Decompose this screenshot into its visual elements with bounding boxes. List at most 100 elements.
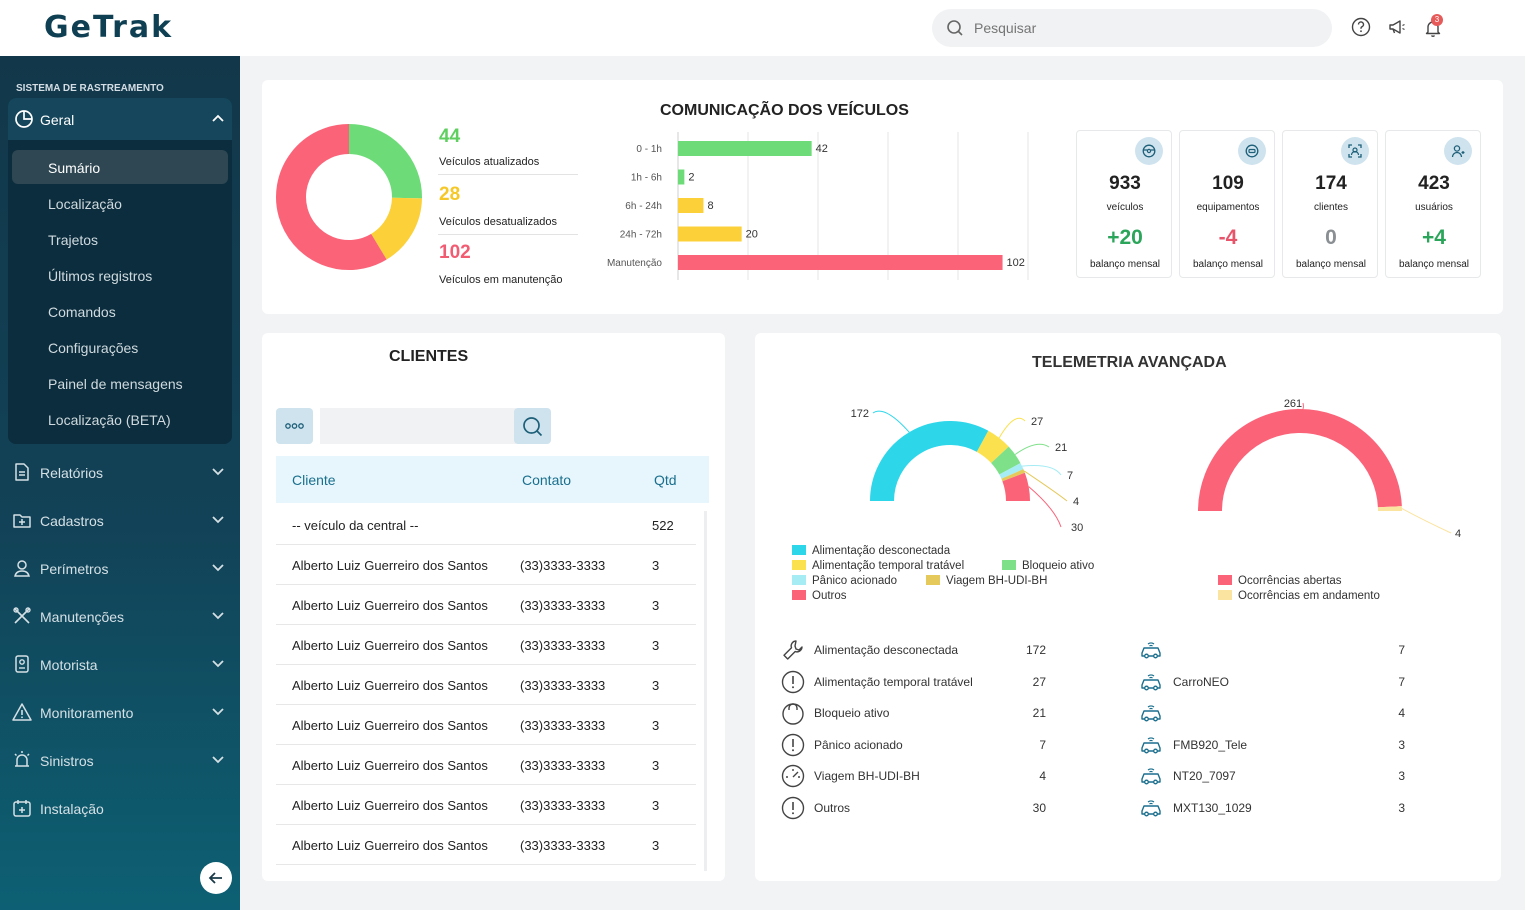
- sidebar-item-geral[interactable]: Geral: [8, 98, 232, 140]
- megaphone-icon[interactable]: [1387, 17, 1407, 37]
- steering-wheel-icon: [1142, 144, 1156, 158]
- options-button[interactable]: [276, 408, 313, 444]
- bar[interactable]: [678, 226, 742, 242]
- sidebar-item-sumario[interactable]: Sumário: [12, 150, 228, 184]
- telemetria-card: TELEMETRIA AVANÇADA 172 27 21 7 4 30 261 4 Ali…: [755, 333, 1501, 881]
- column-qtd[interactable]: Qtd: [654, 472, 677, 488]
- sidebar-item-localizacao[interactable]: Localização: [48, 196, 122, 212]
- sidebar-item-label: Perímetros: [40, 561, 109, 577]
- sidebar-item-sinistros[interactable]: Sinistros: [12, 745, 232, 775]
- semi-donut-slice[interactable]: [1001, 469, 1025, 482]
- semi-donut-slice[interactable]: [976, 430, 1009, 464]
- table-row[interactable]: Alberto Luiz Guerreiro dos Santos (33)333…: [276, 585, 696, 625]
- telemetry-item-value: 4: [1039, 769, 1046, 783]
- sidebar-item-instalacao[interactable]: Instalação: [12, 793, 232, 823]
- kpi-usuarios: 423 usuários +4 balanço mensal: [1385, 130, 1481, 278]
- kpi-icon-wrap: [1238, 137, 1266, 165]
- device-item-value: 7: [1398, 675, 1405, 689]
- column-contato[interactable]: Contato: [522, 472, 572, 488]
- sidebar-item-perimetros[interactable]: Perímetros: [12, 553, 232, 583]
- sidebar-item-monitoramento[interactable]: Monitoramento: [12, 697, 232, 727]
- clientes-search-button[interactable]: [514, 408, 551, 444]
- chevron-up-icon[interactable]: [212, 114, 224, 122]
- car-wifi-icon: [1141, 705, 1161, 722]
- table-row[interactable]: Alberto Luiz Guerreiro dos Santos (33)333…: [276, 705, 696, 745]
- sidebar-section-title: SISTEMA DE RASTREAMENTO: [16, 83, 164, 94]
- slice-leader-line: [872, 410, 910, 433]
- semi-donut-slice[interactable]: [1002, 472, 1030, 502]
- bar[interactable]: [678, 141, 812, 156]
- table-row[interactable]: Alberto Luiz Guerreiro dos Santos (33)333…: [276, 625, 696, 665]
- cell-cliente: Alberto Luiz Guerreiro dos Santos: [292, 798, 488, 813]
- sidebar-item-localizacao-beta[interactable]: Localização (BETA): [48, 412, 171, 428]
- slice-leader-line: [1023, 470, 1068, 502]
- table-row[interactable]: -- veículo da central -- 522: [276, 505, 696, 545]
- sidebar-item-configuracoes[interactable]: Configurações: [48, 340, 139, 356]
- bar-value-label: 2: [688, 172, 694, 184]
- table-row[interactable]: Alberto Luiz Guerreiro dos Santos (33)333…: [276, 745, 696, 785]
- semi-donut-slice[interactable]: [990, 446, 1021, 475]
- sidebar-item-trajetos[interactable]: Trajetos: [48, 232, 99, 248]
- table-row[interactable]: Alberto Luiz Guerreiro dos Santos (33)333…: [276, 665, 696, 705]
- slice-value-label: 172: [851, 408, 869, 420]
- telemetry-semi-donut-chart: 172 27 21 7 4 30: [851, 408, 1084, 534]
- users-icon: [1451, 145, 1465, 158]
- telemetry-item-label: Pânico acionado: [814, 738, 903, 752]
- getrak-logo[interactable]: GeTrak: [44, 10, 173, 45]
- sidebar-item-cadastros[interactable]: Cadastros: [12, 505, 232, 535]
- column-cliente[interactable]: Cliente: [292, 472, 336, 488]
- cell-contato: (33)3333-3333: [520, 598, 606, 613]
- bar[interactable]: [678, 169, 685, 185]
- sidebar-item-painel-mensagens[interactable]: Painel de mensagens: [48, 376, 183, 392]
- bar-category-label: 6h - 24h: [625, 201, 662, 212]
- table-row[interactable]: Alberto Luiz Guerreiro dos Santos (33)333…: [276, 785, 696, 825]
- slice-value-label: 261: [1284, 398, 1302, 410]
- sidebar-item-manutencoes[interactable]: Manutenções: [12, 601, 232, 631]
- communication-donut-chart: [276, 124, 422, 270]
- collapse-sidebar-button[interactable]: [200, 862, 232, 894]
- search-input[interactable]: [974, 17, 1314, 39]
- semi-donut-slice[interactable]: [999, 463, 1024, 479]
- donut-slice[interactable]: [348, 124, 422, 199]
- speedometer-icon: [781, 764, 805, 788]
- sidebar-item-relatorios[interactable]: Relatórios: [12, 457, 232, 487]
- chevron-down-icon: [212, 612, 224, 620]
- device-item-value: 4: [1398, 706, 1405, 720]
- legend-item: Viagem BH-UDI-BH: [926, 575, 1047, 587]
- sidebar-item-ultimos-registros[interactable]: Últimos registros: [48, 268, 153, 284]
- table-row[interactable]: Alberto Luiz Guerreiro dos Santos (33)333…: [276, 545, 696, 585]
- comunicacao-title: COMUNICAÇÃO DOS VEÍCULOS: [660, 102, 909, 119]
- clientes-search-input[interactable]: [320, 408, 516, 444]
- semi-donut-slice[interactable]: [1198, 409, 1402, 512]
- help-icon[interactable]: [1351, 17, 1371, 37]
- divider: [438, 234, 578, 235]
- slice-leader-line: [998, 417, 1026, 439]
- chevron-down-icon: [212, 516, 224, 524]
- table-row[interactable]: Alberto Luiz Guerreiro dos Santos (33)333…: [276, 825, 696, 865]
- bar[interactable]: [678, 255, 1003, 270]
- alert-circle-icon: [781, 796, 805, 820]
- semi-donut-slice[interactable]: [870, 421, 989, 502]
- device-item-label: MXT130_1029: [1173, 801, 1252, 815]
- sidebar-item-comandos[interactable]: Comandos: [48, 304, 116, 320]
- legend-item: Alimentação temporal tratável: [792, 560, 964, 572]
- arrow-left-icon: [208, 872, 222, 884]
- donut-slice[interactable]: [370, 197, 422, 260]
- cell-cliente: Alberto Luiz Guerreiro dos Santos: [292, 558, 488, 573]
- scrollbar[interactable]: [704, 511, 707, 871]
- search-box[interactable]: [932, 9, 1332, 47]
- chevron-down-icon: [212, 468, 224, 476]
- sidebar-item-motorista[interactable]: Motorista: [12, 649, 232, 679]
- warning-icon: [12, 703, 32, 721]
- slice-value-label: 7: [1067, 470, 1073, 482]
- bar[interactable]: [678, 198, 704, 213]
- telemetry-item-label: Alimentação temporal tratável: [814, 675, 973, 689]
- legend-item: Alimentação desconectada: [792, 545, 950, 557]
- stat-manutencao-value: 102: [439, 242, 471, 263]
- wrench-icon: [783, 640, 803, 660]
- kpi-delta: +4: [1422, 226, 1446, 249]
- telemetry-item-label: Viagem BH-UDI-BH: [814, 769, 920, 783]
- device-item-value: 3: [1398, 738, 1405, 752]
- donut-slice[interactable]: [276, 124, 387, 270]
- cell-cliente: Alberto Luiz Guerreiro dos Santos: [292, 838, 488, 853]
